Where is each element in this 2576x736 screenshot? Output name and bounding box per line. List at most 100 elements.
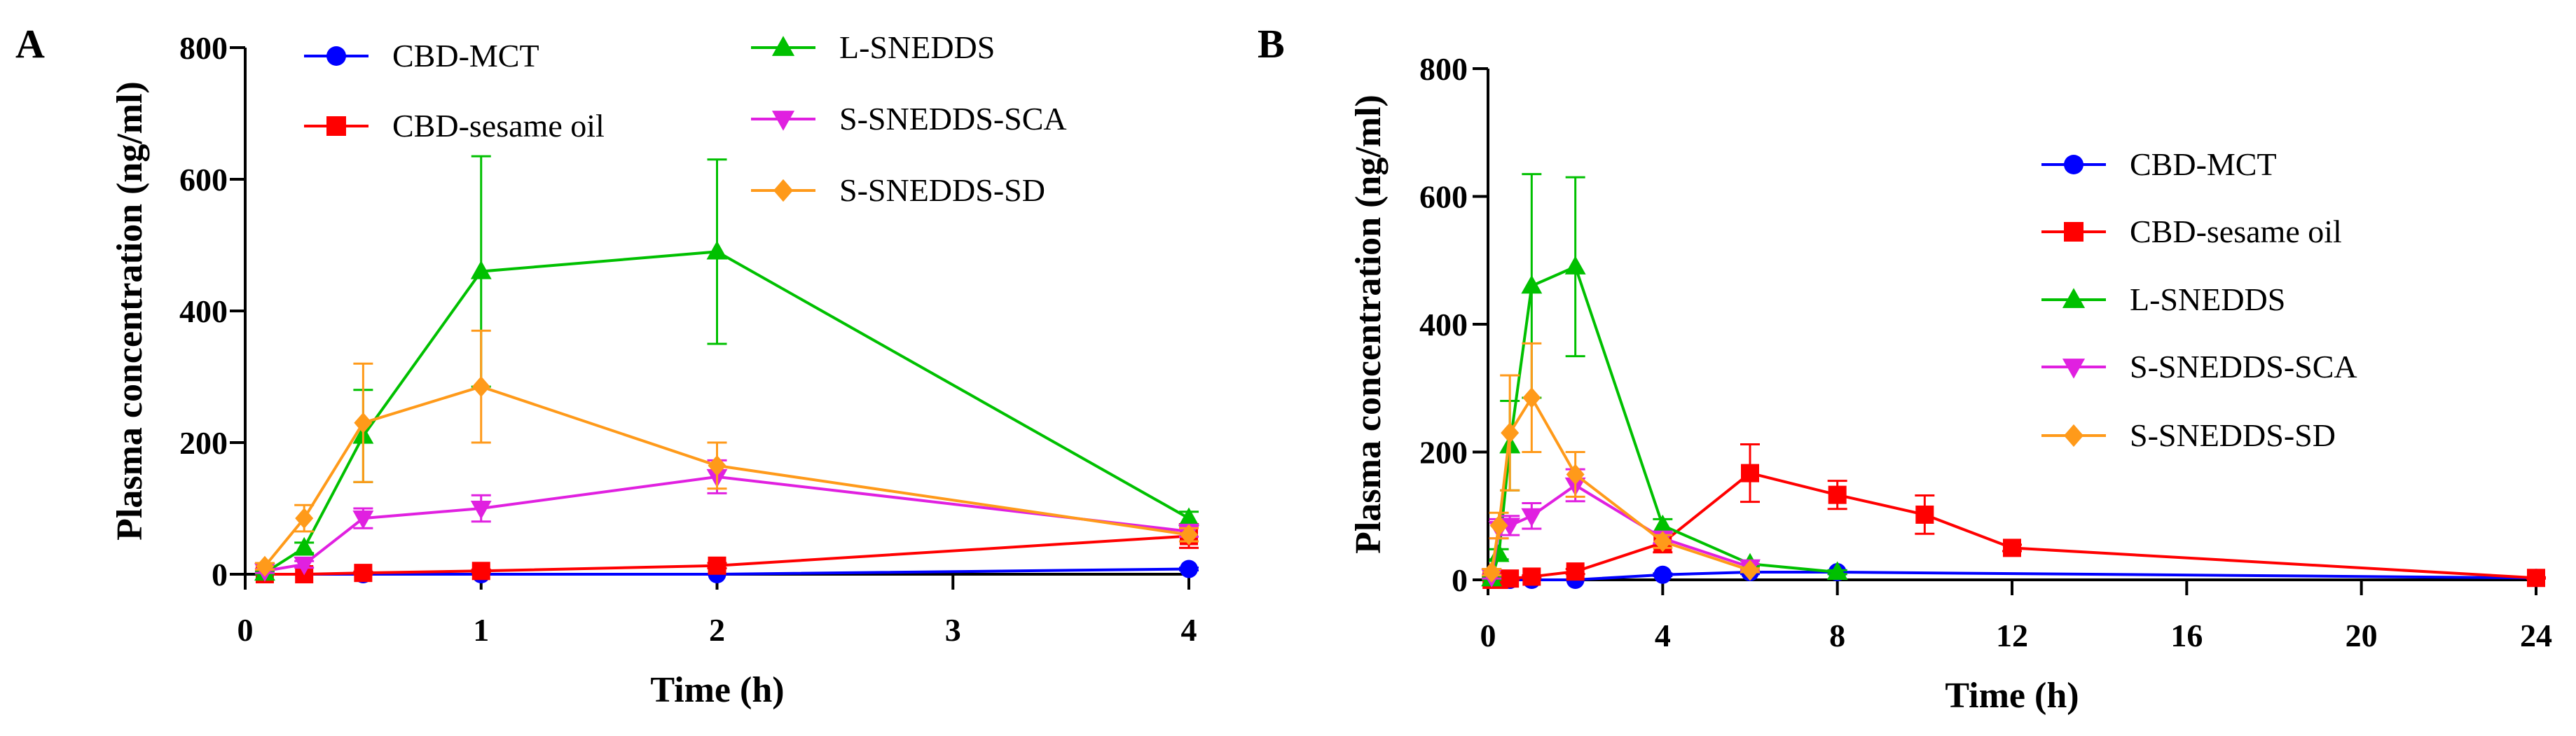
- panel-b-cbd-sesame-oil-point: [1915, 505, 1934, 524]
- panel-b-x-axis-title: Time (h): [1945, 676, 2079, 716]
- panel-b-l-snedds-point: [1652, 514, 1674, 534]
- panel-b-cbd-sesame-oil-point: [1566, 562, 1585, 581]
- panel-b-y-tick-label-3: 600: [1419, 179, 1468, 215]
- panel-a-x-tick-label-0: 0: [237, 612, 254, 648]
- panel-a-s-snedds-sd-point: [255, 555, 274, 577]
- panel-a-y-tick-label-0: 0: [212, 557, 228, 592]
- panel-a-cbd-sesame-oil-point: [471, 562, 490, 581]
- panel-a-plot: 0 1 2 3 4 0 200 400 600 800: [179, 30, 1199, 648]
- panel-b-y-axis-title: Plasma concentration (ng/ml): [1349, 95, 1389, 554]
- panel-a-s-snedds-sd-point: [295, 508, 314, 529]
- panel-b-s-snedds-sd-point: [1489, 515, 1508, 536]
- panel-b-cbd-mct-series: [1482, 563, 2546, 589]
- panel-b-s-snedds-sd-point: [1741, 560, 1759, 581]
- panel-a-s-snedds-sd-line: [263, 384, 1190, 567]
- panel-b-legend-s-snedds-sd-label: S-SNEDDS-SD: [2130, 417, 2336, 453]
- panel-b-legend-l-snedds: L-SNEDDS: [2041, 282, 2285, 317]
- panel-b-cbd-sesame-oil-line: [1492, 471, 2537, 581]
- panel-a-s-snedds-sca-point: [294, 556, 315, 576]
- panel-a-legend-cbd-sesame-oil-label: CBD-sesame oil: [392, 108, 605, 144]
- panel-a-s-snedds-sd-point: [354, 412, 373, 433]
- panel-a-s-snedds-sd-point: [471, 376, 490, 398]
- panel-b-legend-cbd-sesame-oil-label: CBD-sesame oil: [2130, 214, 2342, 249]
- panel-b-legend-l-snedds-label: L-SNEDDS: [2130, 282, 2285, 317]
- panel-a-legend-s-snedds-sd-label: S-SNEDDS-SD: [839, 172, 1045, 208]
- panel-a-legend-s-snedds-sd-marker: [773, 179, 793, 202]
- panel-a-legend-l-snedds: L-SNEDDS: [751, 29, 995, 65]
- panel-b-s-snedds-sd-point: [1501, 422, 1520, 444]
- panel-b-cbd-sesame-oil-point: [2003, 539, 2021, 557]
- panel-b-legend-s-snedds-sd-marker: [2064, 424, 2083, 447]
- panel-a-legend-l-snedds-marker: [771, 36, 795, 56]
- panel-a-legend-s-snedds-sca-label: S-SNEDDS-SCA: [839, 101, 1067, 137]
- panel-b-axes: [1487, 69, 2536, 581]
- panel-b-x-tick-label-3: 12: [1996, 618, 2028, 653]
- panel-a-s-snedds-sca-line: [264, 475, 1190, 573]
- panel-b-x-tick-label-0: 0: [1480, 618, 1496, 653]
- panel-a-legend-cbd-mct-label: CBD-MCT: [392, 38, 539, 74]
- panel-a-legend: CBD-MCT CBD-sesame oil L-SNEDDS S-SNEDDS-SC…: [304, 29, 1067, 208]
- panel-letter-b: B: [1258, 21, 1285, 67]
- panel-a-s-snedds-sd-series: [254, 329, 1199, 577]
- panel-b-cbd-sesame-oil-point: [1828, 485, 1847, 504]
- panel-b-y-tick-label-1: 200: [1419, 435, 1468, 471]
- panel-letter-a: A: [15, 21, 45, 67]
- panel-a-x-tick-label-2: 2: [709, 612, 725, 648]
- panel-b-l-snedds-point: [1521, 275, 1543, 294]
- panel-b-cbd-sesame-oil-point: [1522, 567, 1541, 586]
- panel-b-legend-cbd-mct: CBD-MCT: [2041, 146, 2277, 182]
- panel-b-cbd-sesame-oil-point: [1501, 569, 1520, 588]
- panel-b-legend-cbd-mct-label: CBD-MCT: [2130, 146, 2277, 182]
- panel-b-plot: 0 4 8 12 16 20 24 0 200 400 600 800: [1419, 51, 2552, 653]
- panel-a-s-snedds-sca-point: [470, 500, 492, 520]
- panel-a-x-tick-label-4: 4: [1181, 612, 1197, 648]
- panel-a-x-tick-label-1: 1: [473, 612, 489, 648]
- panel-a-l-snedds-line: [263, 250, 1190, 574]
- panel-a-legend-cbd-sesame-oil: CBD-sesame oil: [304, 108, 605, 144]
- panel-b-x-tick-label-2: 8: [1829, 618, 1845, 653]
- panel-b-l-snedds-point: [1488, 543, 1510, 562]
- panel-a-y-tick-label-4: 800: [179, 30, 228, 66]
- panel-b-s-snedds-sca-point: [1521, 508, 1543, 527]
- panel-b-s-snedds-sd-point: [1482, 562, 1501, 583]
- panel-a-cbd-mct-point: [1180, 560, 1198, 578]
- panel-b-y-tick-label-2: 400: [1419, 307, 1468, 342]
- panel-b-y-tick-label-4: 800: [1419, 51, 1468, 87]
- panel-a-l-snedds-point: [294, 536, 315, 556]
- panel-b-legend: CBD-MCT CBD-sesame oil L-SNEDDS S-SNEDDS-SC…: [2041, 146, 2357, 453]
- panel-a-s-snedds-sd-point: [1180, 524, 1198, 546]
- panel-a-x-tick-label-3: 3: [945, 612, 961, 648]
- panel-a-y-tick-label-1: 200: [179, 425, 228, 461]
- panel-b-legend-cbd-sesame-oil: CBD-sesame oil: [2041, 214, 2342, 249]
- panel-b-x-tick-label-5: 20: [2346, 618, 2378, 653]
- panel-a-legend-s-snedds-sca-marker: [771, 111, 795, 131]
- panel-a-legend-s-snedds-sd: S-SNEDDS-SD: [751, 172, 1045, 208]
- panel-a-legend-cbd-mct-marker: [326, 46, 346, 66]
- panel-a-l-snedds-point: [706, 240, 728, 260]
- panel-a-s-snedds-sd-point: [708, 454, 726, 476]
- panel-b-x-tick-label-6: 24: [2520, 618, 2552, 653]
- panel-b-legend-l-snedds-marker: [2062, 288, 2086, 308]
- panel-b-legend-s-snedds-sd: S-SNEDDS-SD: [2041, 417, 2336, 453]
- panel-b-s-snedds-sd-point: [1566, 464, 1585, 485]
- panel-b-y-tick-label-0: 0: [1452, 562, 1468, 598]
- panel-a-s-snedds-sca-point: [352, 511, 374, 529]
- panel-b-l-snedds-point: [1564, 256, 1586, 275]
- panel-b-cbd-sesame-oil-point: [1741, 464, 1759, 482]
- panel-b-legend-s-snedds-sca: S-SNEDDS-SCA: [2041, 349, 2357, 384]
- panel-b-s-snedds-sd-series: [1482, 342, 1760, 583]
- panel-b-l-snedds-point: [1826, 561, 1848, 581]
- panel-b-s-snedds-sd-point: [1653, 531, 1672, 553]
- panel-b-cbd-sesame-oil-point: [2527, 569, 2545, 588]
- panel-b-s-snedds-sca-line: [1490, 483, 1751, 577]
- panel-a-legend-cbd-sesame-oil-marker: [326, 116, 346, 136]
- panel-a-l-snedds-point: [470, 261, 492, 279]
- panel-b-legend-s-snedds-sca-marker: [2062, 359, 2086, 379]
- panel-b-legend-cbd-mct-marker: [2064, 155, 2083, 174]
- panel-a-y-tick-label-3: 600: [179, 162, 228, 197]
- panel-a-legend-cbd-mct: CBD-MCT: [304, 38, 539, 74]
- panel-a-y-tick-label-2: 400: [179, 293, 228, 329]
- panel-a-cbd-sesame-oil-point: [708, 556, 726, 575]
- panel-b-l-snedds-series: [1481, 173, 1848, 587]
